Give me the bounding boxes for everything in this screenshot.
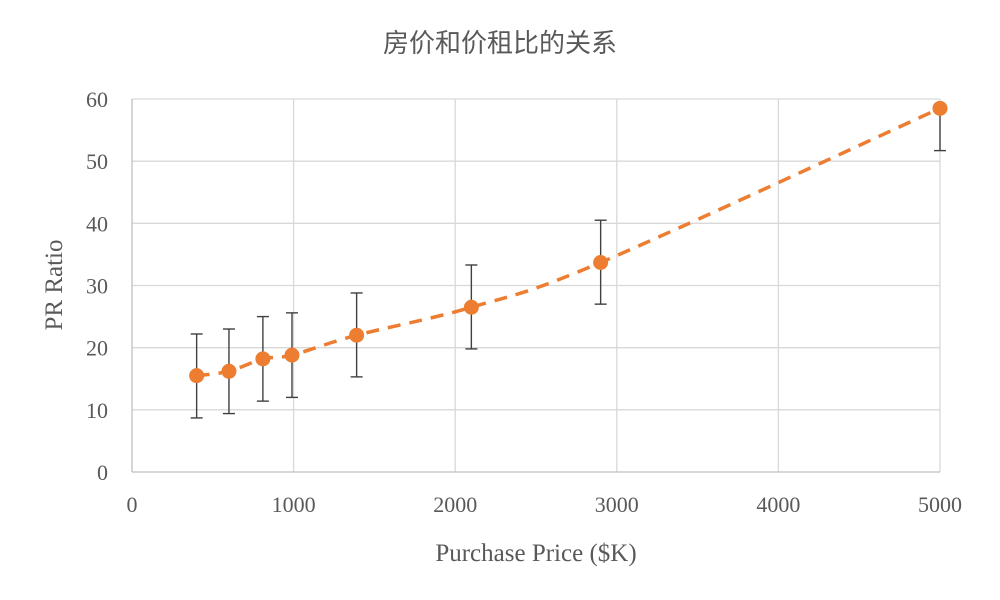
x-tick-label: 5000 <box>918 492 962 517</box>
axes <box>131 99 940 473</box>
x-tick-label: 3000 <box>595 492 639 517</box>
trendline <box>196 106 941 378</box>
data-points <box>189 100 948 384</box>
data-point <box>221 363 237 379</box>
trendline-path <box>196 106 941 378</box>
y-tick-label: 20 <box>86 336 108 361</box>
error-bars <box>190 107 946 419</box>
grid <box>132 98 941 472</box>
x-tick-label: 1000 <box>272 492 316 517</box>
y-axis-label: PR Ratio <box>41 240 68 331</box>
x-tick-label: 4000 <box>756 492 800 517</box>
x-axis-label: Purchase Price ($K) <box>435 540 636 567</box>
y-tick-label: 10 <box>86 398 108 423</box>
chart-title: 房价和价租比的关系 <box>383 29 617 59</box>
y-tick-label: 40 <box>86 211 108 236</box>
y-tick-label: 30 <box>86 274 108 299</box>
y-tick-label: 60 <box>86 87 108 112</box>
data-point <box>189 368 205 384</box>
y-tick-label: 50 <box>86 149 108 174</box>
data-point <box>593 254 609 270</box>
tick-labels: 0 10 20 30 40 50 60 0 1000 2000 3000 4000 5000 <box>86 87 962 517</box>
y-tick-label: 0 <box>97 460 108 485</box>
data-point <box>463 299 479 315</box>
data-point <box>255 351 271 367</box>
data-point <box>284 347 300 363</box>
data-point <box>932 100 948 116</box>
x-tick-label: 2000 <box>433 492 477 517</box>
data-point <box>349 327 365 343</box>
x-tick-label: 0 <box>127 492 138 517</box>
